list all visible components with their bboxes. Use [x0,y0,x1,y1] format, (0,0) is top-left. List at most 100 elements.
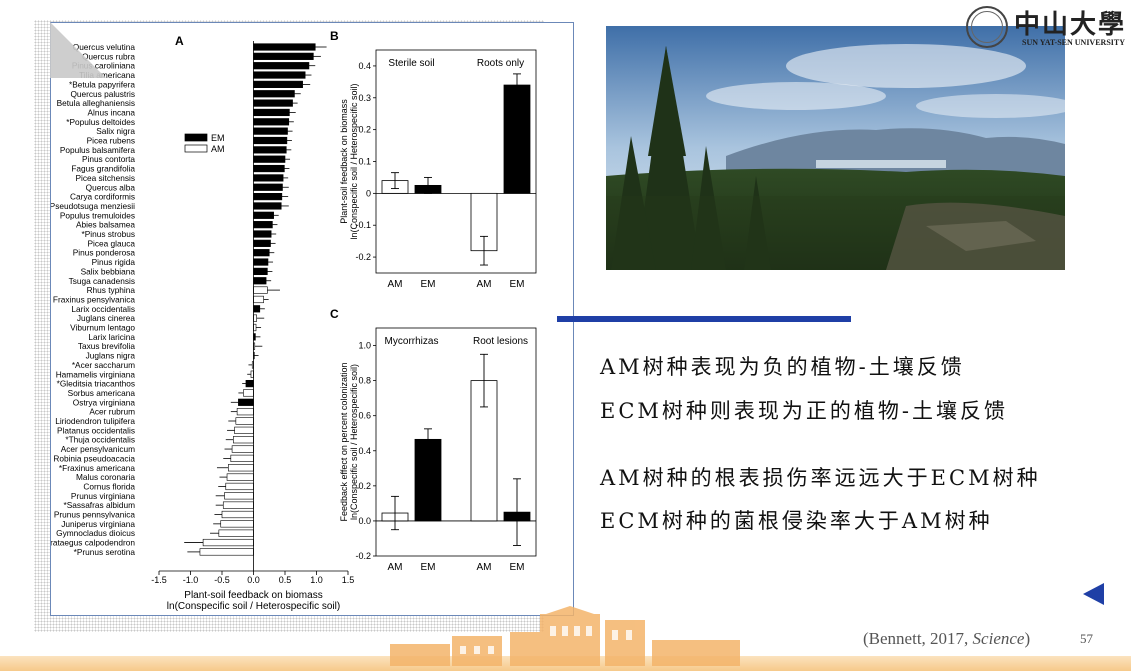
panel-c-category-label: EM [510,562,525,573]
panel-c-panel-label: C [330,307,339,321]
species-label: Salix nigra [96,126,135,136]
panel-b-y-tick-label: -0.1 [355,220,371,230]
species-bar [218,529,254,537]
panel-c-category-label: AM [388,562,403,573]
panel-b-y-tick-label: 0.3 [358,93,371,103]
panel-b-y-tick-label: 0.4 [358,61,371,71]
species-label: Juglans cinerea [77,313,136,323]
species-label: *Thuja occidentalis [65,435,135,445]
panel-c-ylabel: Feedback effect on percent colonization [339,363,349,522]
species-label: Picea rubens [87,136,135,146]
species-bar [253,127,288,135]
species-label: Prunus pennsylvanica [54,510,136,520]
species-label: Abies balsamea [76,220,135,230]
species-bar [253,239,271,247]
panel-c-group-label: Mycorrhizas [385,336,439,347]
panel-b-y-tick-label: 0 [366,188,371,198]
bullet-am-negative: AM树种表现为负的植物-土壤反馈 [600,355,965,379]
species-bar [220,520,254,528]
species-label: Platanus occidentalis [57,425,135,435]
university-seal-icon [966,6,1008,48]
panel-b-panel-label: B [330,29,339,43]
species-bar [253,136,288,145]
panel-b-category-label: AM [477,279,492,290]
accent-divider [557,316,851,322]
species-label: Fraxinus pensylvanica [53,294,135,304]
logo-english: SUN YAT-SEN UNIVERSITY [1022,38,1125,47]
species-label: Sorbus americana [68,388,136,398]
species-label: *Sassafras albidum [64,500,136,510]
previous-slide-arrow-icon[interactable] [1083,583,1104,605]
panel-b-ylabel: Plant-soil feedback on biomass [339,99,349,224]
species-bar [253,164,285,173]
species-bar [225,482,254,491]
citation-authors: (Bennett, 2017, [863,629,973,648]
species-bar [236,408,254,416]
species-bar [253,286,268,294]
legend-label: EM [211,133,225,143]
species-bar [253,193,283,201]
species-bar [253,108,290,117]
species-label: Ostrya virginiana [73,397,136,407]
panel-a-xlabel-2: ln(Conspecific soil / Heterospecific soi… [167,601,340,612]
species-bar [238,398,254,406]
species-bar [253,43,316,51]
species-label: Tilia americana [79,70,135,80]
page-number: 57 [1080,631,1093,646]
university-logo: 中山大學 SUN YAT-SEN UNIVERSITY [966,4,1131,52]
panel-b-y-tick-label: -0.2 [355,252,371,262]
species-label: Larix occidentalis [71,304,135,314]
species-bar [230,454,254,463]
page-curl-shadow [50,22,106,78]
species-bar [253,295,264,304]
species-label: Populus balsamifera [60,145,136,155]
panel-c-bar [414,438,442,522]
panel-c-y-tick-label: -0.2 [355,551,371,561]
legend-swatch [184,144,208,153]
species-label: Betula alleghaniensis [57,98,135,108]
panel-c-ylabel-2: ln(Conspecific soil / Heterospecific soi… [349,364,359,520]
species-label: Pinus rigida [92,257,136,267]
panel-c-y-tick-label: 0.2 [358,481,371,491]
species-label: Picea glauca [87,238,135,248]
species-bar [234,426,254,434]
species-label: *Betula papyrifera [69,79,135,89]
legend-label: AM [211,144,225,154]
species-label: Crataegus calpodendron [51,538,135,548]
species-bar [253,71,306,79]
panel-c-y-tick-label: 0.6 [358,411,371,421]
panel-b-group-label: Sterile soil [388,58,434,69]
panel-c-y-tick-label: 0.4 [358,446,371,456]
species-bar [253,258,269,266]
panel-a-x-tick-label: -1.5 [151,575,167,585]
species-label: Pinus ponderosa [73,248,136,258]
citation: (Bennett, 2017, Science) [863,629,1030,649]
forest-landscape-photo [606,26,1065,270]
species-bar [221,510,254,519]
species-bar [228,464,254,472]
species-bar [253,277,267,285]
species-label: *Gleditsia triacanthos [57,379,135,389]
panel-b-ylabel-2: ln(Conspecific soil / Heterospecific soi… [349,83,359,239]
species-bar [199,548,254,556]
species-label: Populus tremuloides [60,210,135,220]
species-label: Picea sitchensis [76,173,136,183]
species-label: Salix bebbiana [81,266,136,276]
panel-b-category-label: EM [421,279,436,290]
species-bar [253,118,290,126]
species-label: Fagus grandifolia [71,164,135,174]
campus-buildings-graphic [390,606,740,666]
species-label: Quercus rubra [82,51,135,61]
species-bar [253,314,257,322]
species-label: Rhus typhina [87,285,136,295]
species-bar [253,146,287,154]
species-bar [253,249,270,257]
panel-a-xlabel: Plant-soil feedback on biomass [184,590,322,601]
species-label: Tsuga canadensis [69,276,135,286]
species-label: Juglans nigra [86,351,136,361]
species-label: *Pinus strobus [82,229,136,239]
species-label: *Acer saccharum [72,360,135,370]
bullet-root-lesion: AM树种的根表损伤率远远大于ECM树种 [600,466,1041,490]
panel-a-x-tick-label: -1.0 [183,575,199,585]
